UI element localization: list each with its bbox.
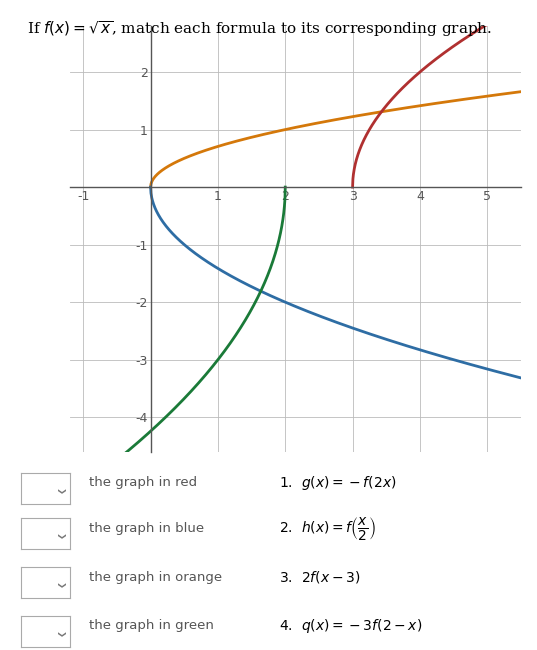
Text: the graph in blue: the graph in blue	[89, 522, 204, 535]
Text: ❯: ❯	[56, 488, 64, 495]
Text: 2.  $h(x) = f\left(\dfrac{x}{2}\right)$: 2. $h(x) = f\left(\dfrac{x}{2}\right)$	[279, 515, 376, 542]
Text: ❯: ❯	[56, 582, 64, 589]
Text: ❯: ❯	[56, 533, 64, 540]
Text: the graph in green: the graph in green	[89, 619, 214, 632]
Text: If $f(x) = \sqrt{x}$, match each formula to its corresponding graph.: If $f(x) = \sqrt{x}$, match each formula…	[27, 20, 492, 40]
Text: the graph in red: the graph in red	[89, 476, 197, 489]
Text: 4.  $q(x) = -3f(2 - x)$: 4. $q(x) = -3f(2 - x)$	[279, 617, 423, 635]
Text: 3.  $2f(x - 3)$: 3. $2f(x - 3)$	[279, 569, 361, 585]
Text: 1.  $g(x) = -f(2x)$: 1. $g(x) = -f(2x)$	[279, 474, 397, 492]
Text: the graph in orange: the graph in orange	[89, 571, 222, 584]
Text: ❯: ❯	[56, 630, 64, 638]
